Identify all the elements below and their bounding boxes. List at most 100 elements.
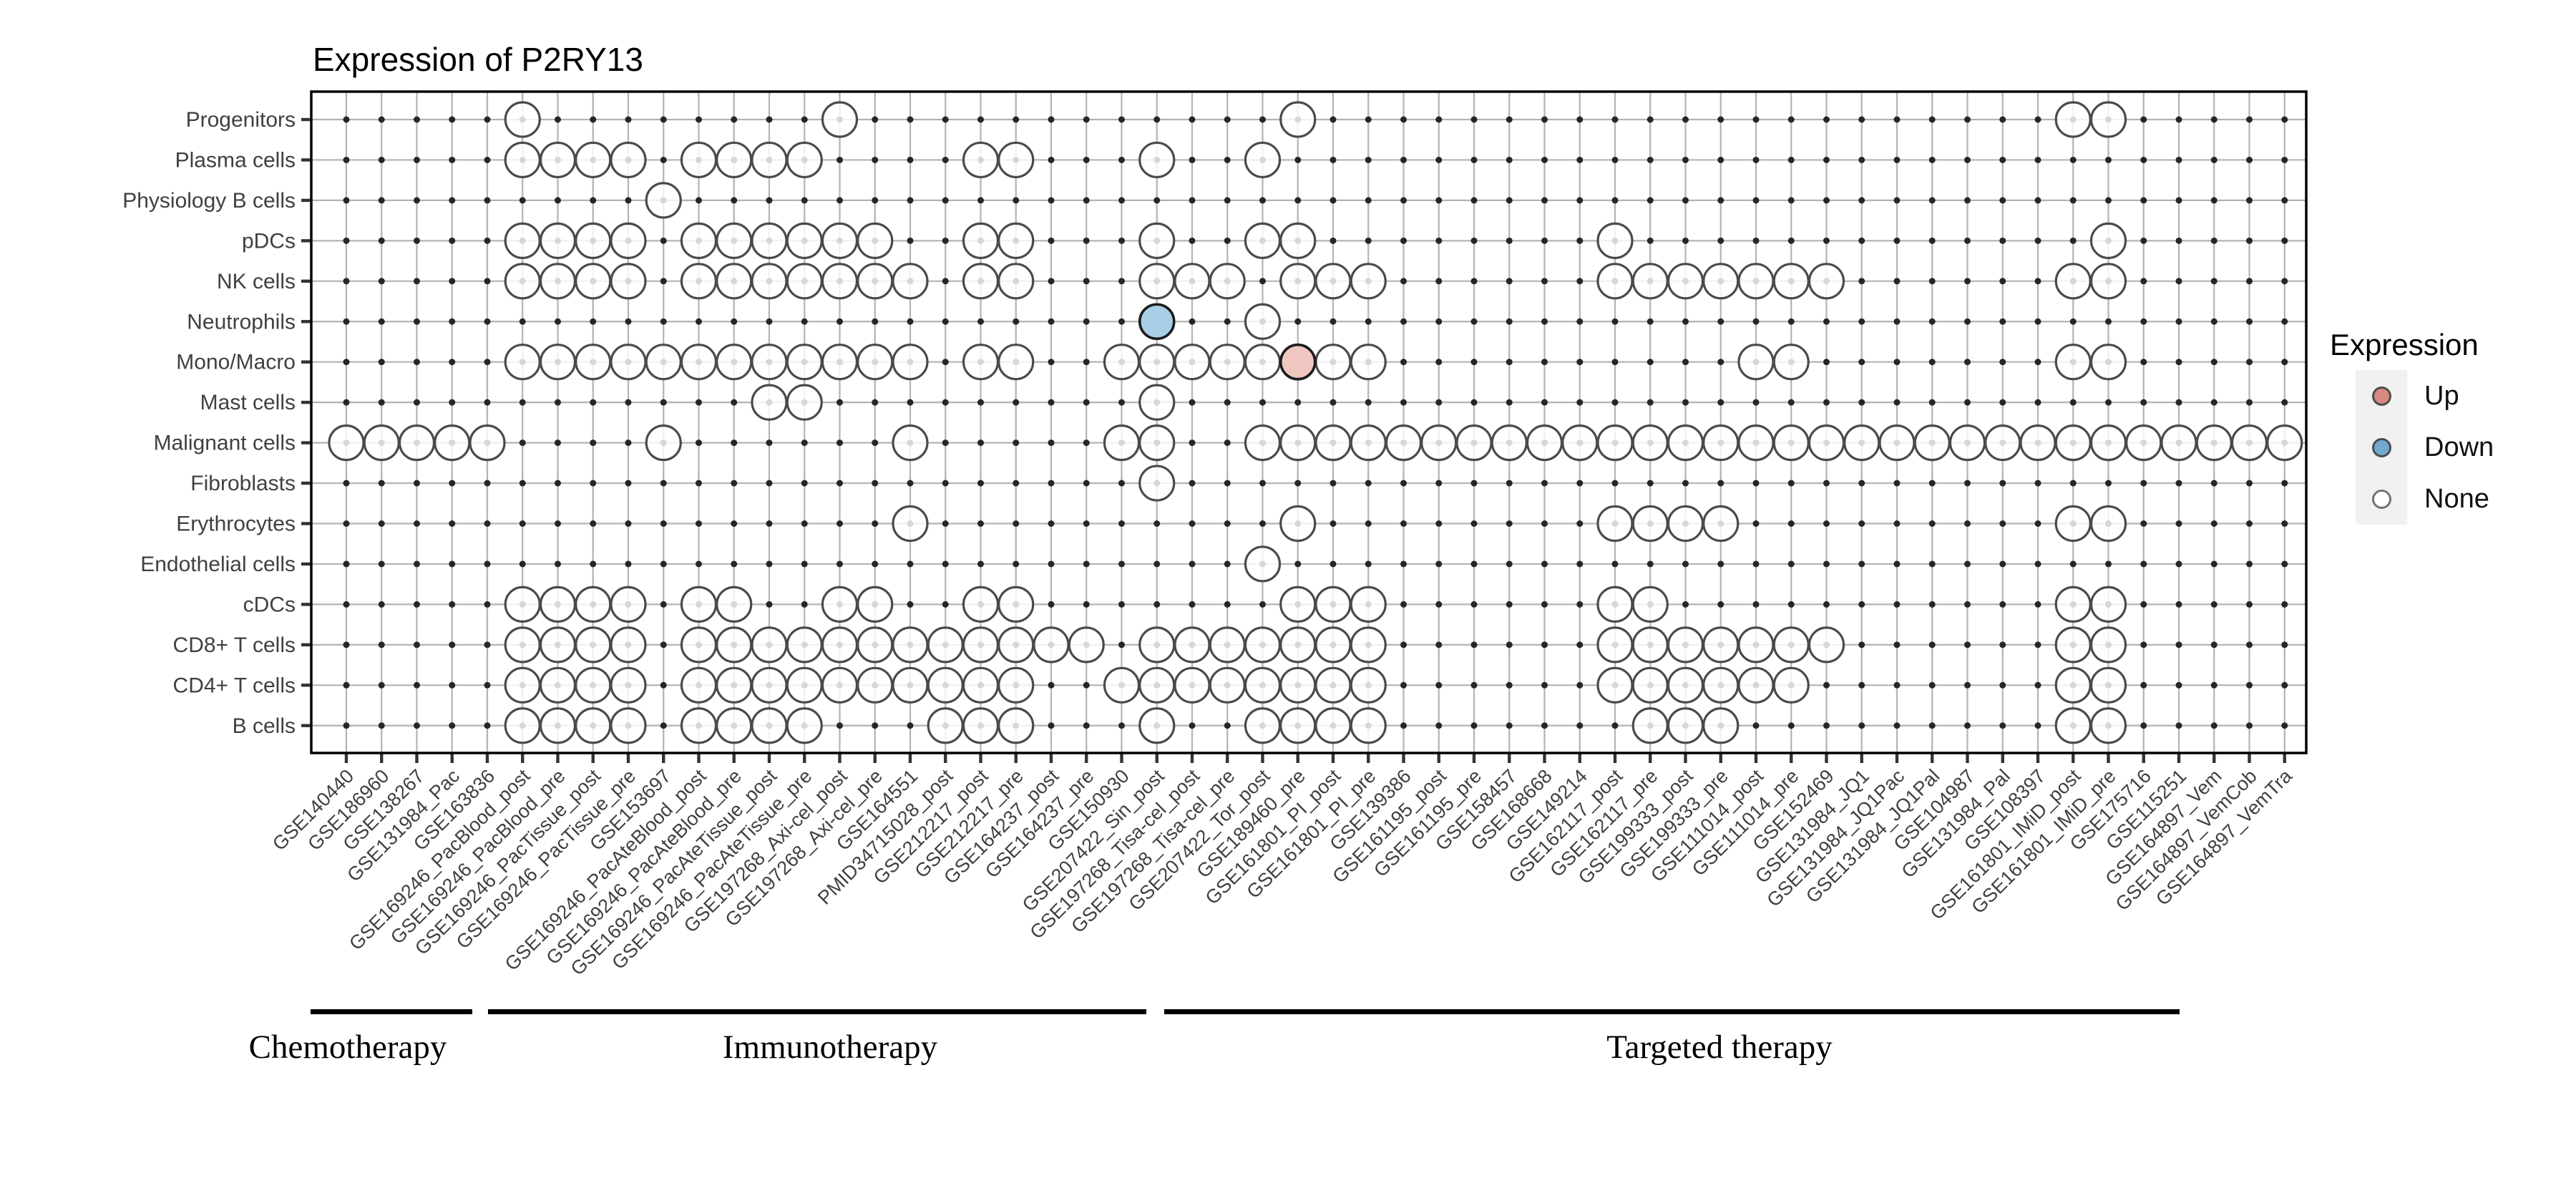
grid-dot [414, 156, 420, 163]
grid-dot [1470, 601, 1478, 608]
grid-dot [1823, 722, 1830, 729]
expression-dot-none [997, 141, 1035, 179]
grid-dot [1682, 480, 1689, 487]
grid-dot [2034, 278, 2041, 285]
grid-dot [1928, 399, 1936, 406]
grid-dot [696, 318, 702, 325]
grid-dot [2175, 197, 2182, 204]
group-line-immunotherapy [488, 1009, 1146, 1014]
grid-dot [2281, 359, 2288, 366]
expression-dot-none [504, 344, 541, 381]
grid-dot [449, 318, 456, 325]
grid-dot [1048, 116, 1055, 123]
grid-dot [1858, 116, 1865, 123]
expression-dot-none [1843, 424, 1880, 462]
grid-dot [1506, 156, 1513, 163]
expression-dot-none [2125, 424, 2162, 462]
grid-dot [1858, 601, 1865, 608]
grid-dot [1083, 197, 1090, 204]
expression-dot-none [645, 344, 682, 381]
grid-dot [977, 439, 984, 447]
grid-dot [590, 318, 597, 325]
grid-dot [2281, 520, 2288, 527]
grid-dot [1365, 560, 1372, 568]
grid-dot [907, 237, 914, 244]
y-tick [301, 360, 311, 364]
expression-dot-none [1314, 666, 1352, 704]
expression-dot-none [2054, 263, 2092, 300]
grid-dot [2034, 399, 2041, 406]
x-tick [485, 753, 489, 763]
grid-dot [1928, 520, 1936, 527]
grid-dot [343, 681, 350, 689]
expression-dot-none [1174, 666, 1211, 704]
expression-dot-none [751, 141, 788, 179]
grid-dot [1435, 560, 1443, 568]
expression-dot-none [539, 141, 577, 179]
grid-dot [1964, 722, 1971, 729]
grid-dot [907, 722, 914, 729]
grid-dot [942, 601, 949, 608]
grid-dot [660, 480, 667, 487]
grid-dot [1541, 116, 1548, 123]
x-tick [803, 753, 806, 763]
expression-dot-none [1138, 465, 1176, 502]
grid-dot [1541, 520, 1548, 527]
grid-dot [449, 116, 456, 123]
expression-dot-none [1138, 707, 1176, 744]
grid-dot [801, 197, 808, 204]
grid-dot [1013, 116, 1020, 123]
grid-dot [1400, 359, 1407, 366]
grid-dot [1999, 278, 2006, 285]
expression-dot-none [2089, 505, 2127, 543]
x-tick [2107, 753, 2110, 763]
grid-dot [907, 116, 914, 123]
grid-dot [696, 560, 702, 568]
grid-dot [1893, 116, 1901, 123]
expression-dot-none [1807, 424, 1845, 462]
grid-dot [1646, 560, 1654, 568]
grid-dot [1576, 359, 1584, 366]
grid-dot [2281, 237, 2288, 244]
grid-dot [2246, 641, 2253, 648]
legend-key [2356, 473, 2407, 525]
grid-dot [1118, 399, 1125, 406]
grid-dot [660, 641, 667, 648]
grid-dot [1435, 116, 1443, 123]
grid-dot [2034, 681, 2041, 689]
x-tick [944, 753, 947, 763]
grid-dot [1576, 237, 1584, 244]
grid-dot [2034, 359, 2041, 366]
expression-dot-none [1244, 626, 1282, 664]
grid-dot [1400, 560, 1407, 568]
grid-dot [1999, 116, 2006, 123]
grid-dot [625, 318, 632, 325]
grid-dot [1646, 237, 1654, 244]
grid-dot [484, 560, 491, 568]
expression-dot-none [1279, 666, 1317, 704]
grid-dot [1646, 116, 1654, 123]
grid-dot [942, 480, 949, 487]
grid-dot [1964, 237, 1971, 244]
grid-dot [2105, 156, 2112, 163]
grid-dot [2246, 278, 2253, 285]
grid-dot [1964, 197, 1971, 204]
group-line-targeted-therapy [1164, 1009, 2180, 1014]
grid-dot [1752, 116, 1760, 123]
expression-dot-none [1350, 626, 1387, 664]
expression-dot-none [857, 666, 894, 704]
grid-dot [1153, 601, 1161, 608]
expression-dot-none [1174, 263, 1211, 300]
grid-dot [1752, 399, 1760, 406]
expression-dot-none [786, 384, 823, 421]
legend-key [2356, 370, 2407, 422]
expression-dot-none [716, 222, 753, 259]
x-tick [415, 753, 419, 763]
expression-dot-none [857, 222, 894, 259]
grid-dot [1048, 681, 1055, 689]
grid-dot [1189, 601, 1196, 608]
expression-dot-none [1772, 263, 1810, 300]
grid-dot [1646, 399, 1654, 406]
grid-dot [484, 480, 491, 487]
grid-dot [1189, 116, 1196, 123]
